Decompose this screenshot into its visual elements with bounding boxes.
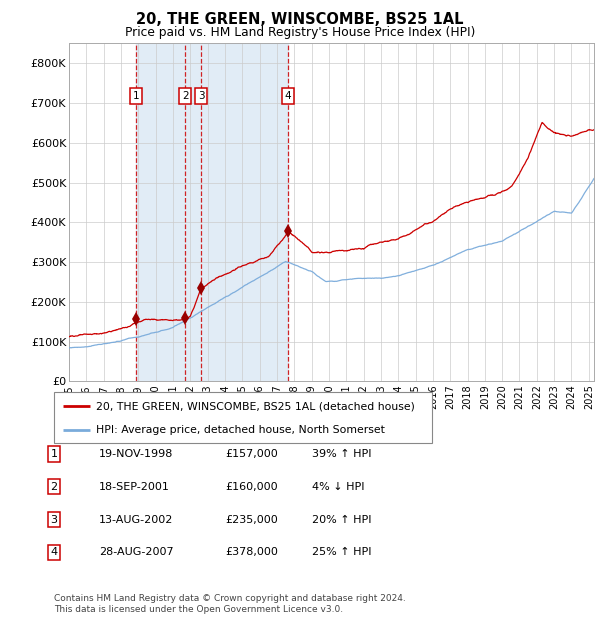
Text: £160,000: £160,000 xyxy=(225,482,278,492)
Text: 3: 3 xyxy=(198,91,205,101)
Text: 20, THE GREEN, WINSCOMBE, BS25 1AL: 20, THE GREEN, WINSCOMBE, BS25 1AL xyxy=(136,12,464,27)
Text: 39% ↑ HPI: 39% ↑ HPI xyxy=(312,449,371,459)
Bar xyxy=(136,43,288,381)
Text: HPI: Average price, detached house, North Somerset: HPI: Average price, detached house, Nort… xyxy=(95,425,385,435)
Text: Price paid vs. HM Land Registry's House Price Index (HPI): Price paid vs. HM Land Registry's House … xyxy=(125,26,475,39)
Text: 4: 4 xyxy=(285,91,292,101)
Text: 2: 2 xyxy=(50,482,58,492)
Text: Contains HM Land Registry data © Crown copyright and database right 2024.
This d: Contains HM Land Registry data © Crown c… xyxy=(54,595,406,614)
Text: 13-AUG-2002: 13-AUG-2002 xyxy=(99,515,173,525)
Text: £235,000: £235,000 xyxy=(225,515,278,525)
FancyBboxPatch shape xyxy=(54,392,432,443)
Text: 1: 1 xyxy=(133,91,140,101)
Text: 20, THE GREEN, WINSCOMBE, BS25 1AL (detached house): 20, THE GREEN, WINSCOMBE, BS25 1AL (deta… xyxy=(95,401,415,411)
Text: 18-SEP-2001: 18-SEP-2001 xyxy=(99,482,170,492)
Text: 1: 1 xyxy=(50,449,58,459)
Text: 19-NOV-1998: 19-NOV-1998 xyxy=(99,449,173,459)
Text: 3: 3 xyxy=(50,515,58,525)
Text: 4: 4 xyxy=(50,547,58,557)
Text: £378,000: £378,000 xyxy=(225,547,278,557)
Text: 20% ↑ HPI: 20% ↑ HPI xyxy=(312,515,371,525)
Text: 28-AUG-2007: 28-AUG-2007 xyxy=(99,547,173,557)
Text: 4% ↓ HPI: 4% ↓ HPI xyxy=(312,482,365,492)
Text: £157,000: £157,000 xyxy=(225,449,278,459)
Text: 25% ↑ HPI: 25% ↑ HPI xyxy=(312,547,371,557)
Text: 2: 2 xyxy=(182,91,188,101)
